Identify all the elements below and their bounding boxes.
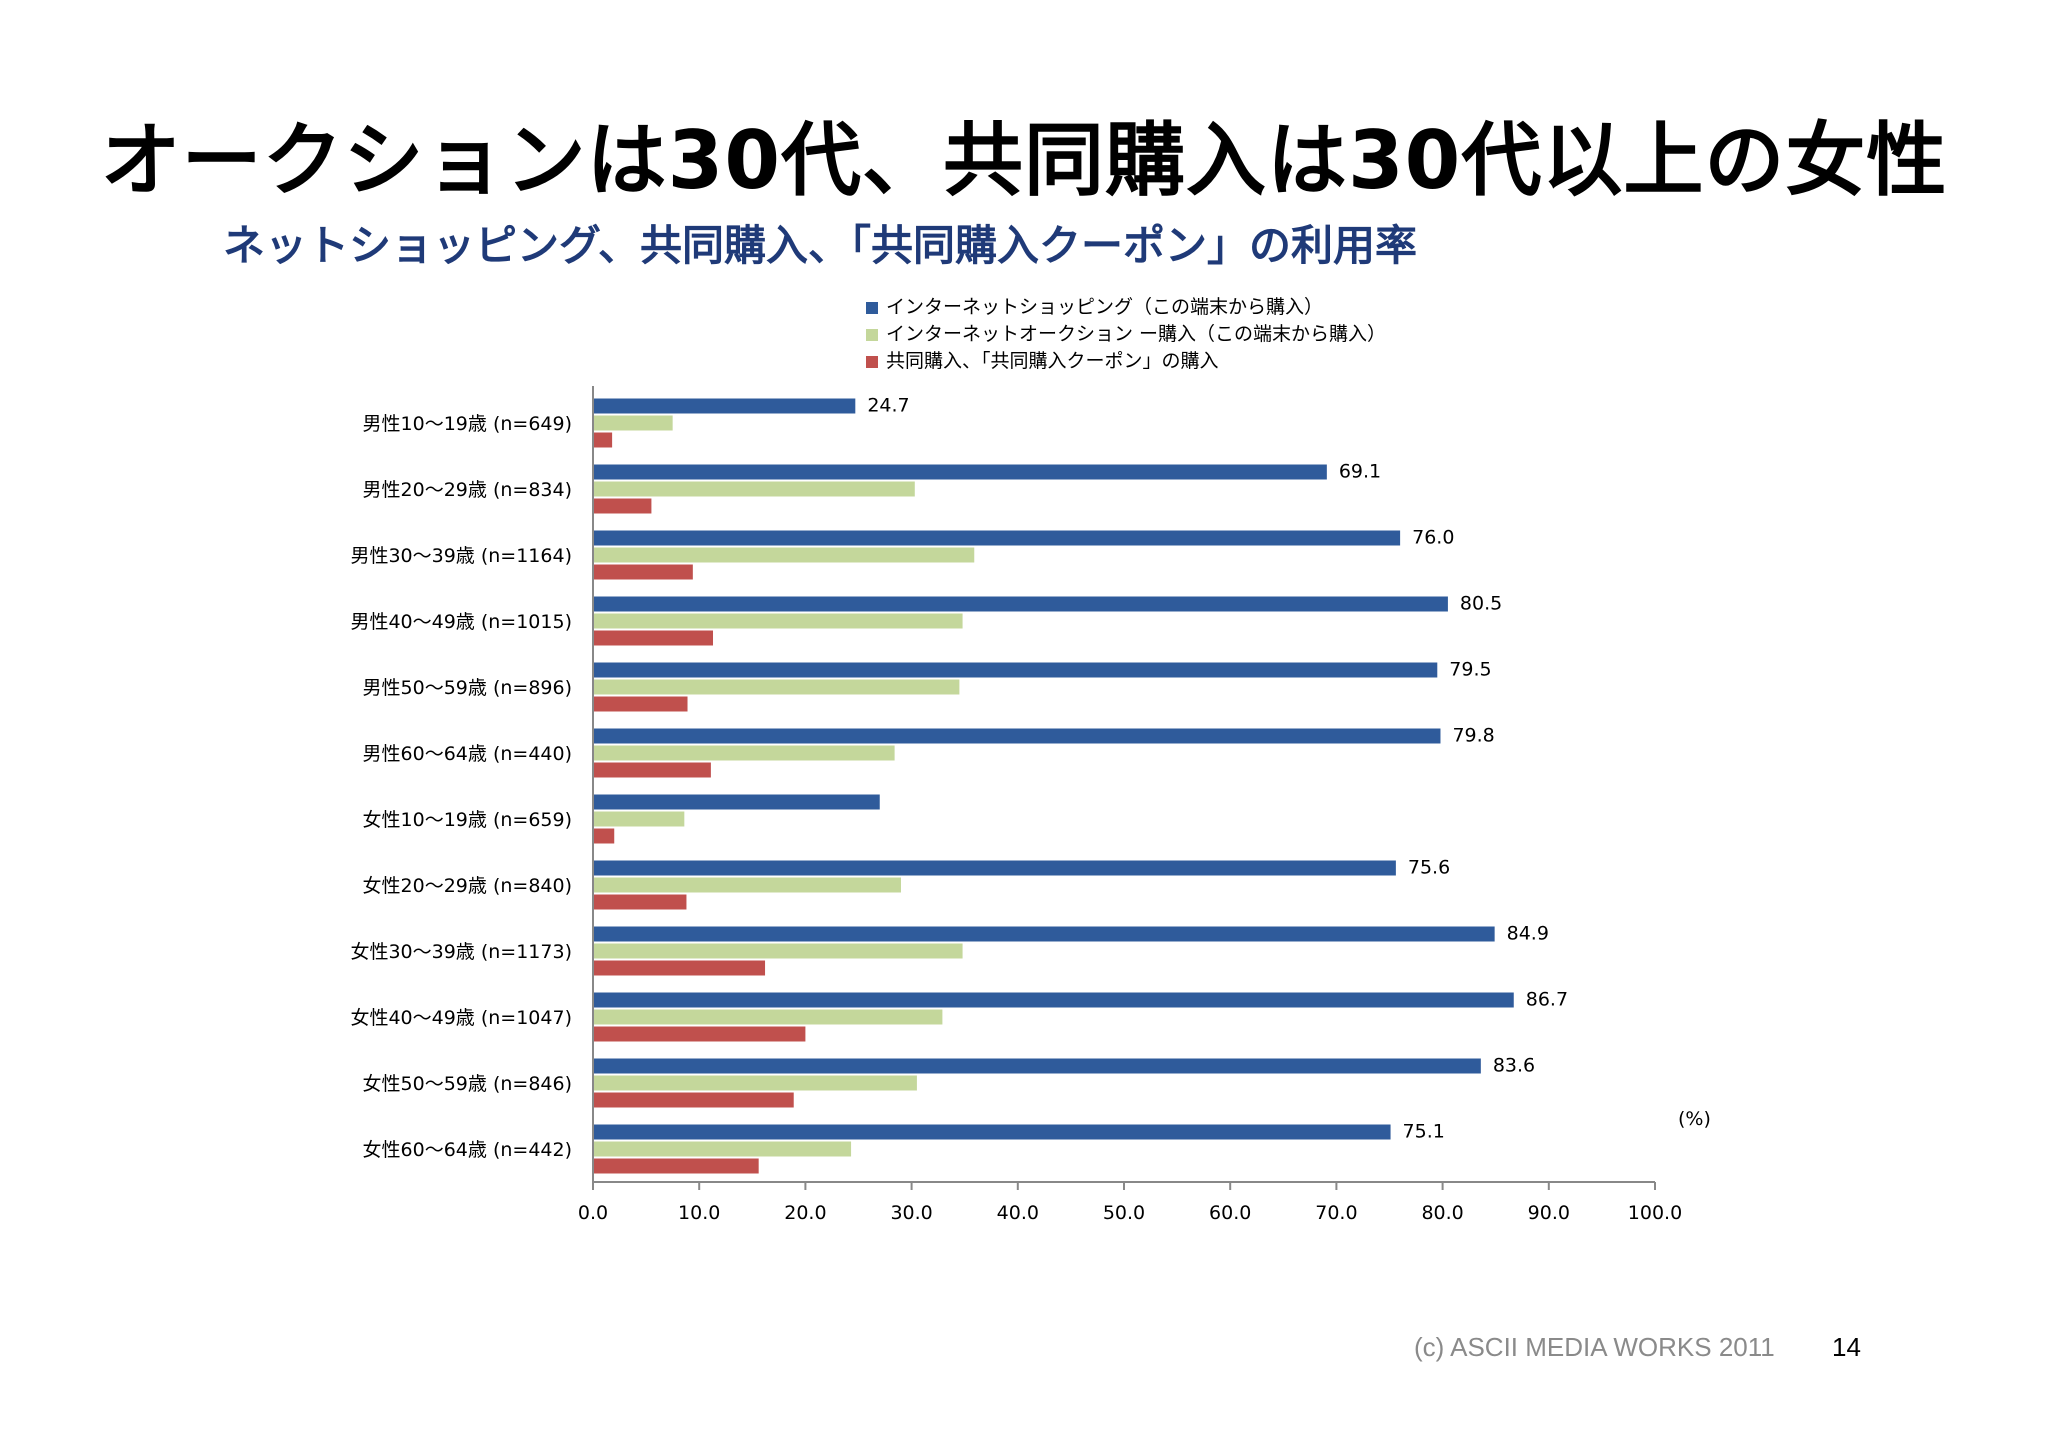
x-tick-label: 80.0 (1421, 1202, 1463, 1224)
bar-series2 (593, 1026, 806, 1042)
bar-series0 (593, 860, 1396, 876)
x-tick-label: 100.0 (1628, 1202, 1682, 1224)
legend-label-shopping: インターネットショッピング（この端末から購入） (886, 296, 1324, 318)
category-label: 男性50〜59歳 (n=896) (363, 677, 572, 699)
category-label: 男性60〜64歳 (n=440) (363, 743, 572, 765)
footer-copyright: (c) ASCII MEDIA WORKS 2011 (1414, 1332, 1775, 1362)
data-label: 83.6 (1493, 1055, 1535, 1077)
bar-series0 (593, 1058, 1481, 1074)
category-label: 女性60〜64歳 (n=442) (363, 1139, 572, 1161)
data-label: 75.6 (1408, 857, 1450, 879)
bar-series2 (593, 630, 714, 646)
bar-series1 (593, 745, 895, 761)
bar-series1 (593, 1141, 852, 1157)
legend-item-auction: インターネットオークション ー購入（この端末から購入） (866, 321, 1386, 348)
data-label: 76.0 (1412, 527, 1454, 549)
footer-page-number: 14 (1832, 1332, 1861, 1362)
category-label: 女性10〜19歳 (n=659) (363, 809, 572, 831)
bar-series1 (593, 1009, 943, 1025)
bar-series1 (593, 613, 963, 629)
legend-swatch-group-buying (866, 356, 878, 368)
bar-series0 (593, 992, 1514, 1008)
bar-series1 (593, 415, 673, 431)
bar-series0 (593, 464, 1327, 480)
bar-series2 (593, 432, 613, 448)
data-label: 79.8 (1452, 725, 1494, 747)
bar-series2 (593, 1158, 759, 1174)
x-tick-label: 90.0 (1528, 1202, 1570, 1224)
bar-series1 (593, 481, 915, 497)
bar-series1 (593, 547, 975, 563)
legend-swatch-auction (866, 329, 878, 341)
data-label: 69.1 (1339, 461, 1381, 483)
bar-series2 (593, 696, 688, 712)
bar-series1 (593, 1075, 917, 1091)
category-label: 男性40〜49歳 (n=1015) (350, 611, 572, 633)
legend-label-auction: インターネットオークション ー購入（この端末から購入） (886, 323, 1387, 345)
bar-series2 (593, 894, 687, 910)
bar-series2 (593, 828, 615, 844)
category-label: 女性30〜39歳 (n=1173) (350, 941, 572, 963)
bar-series0 (593, 1124, 1391, 1140)
x-tick-label: 0.0 (578, 1202, 608, 1224)
bar-series2 (593, 498, 652, 514)
bar-series2 (593, 564, 693, 580)
x-tick-label: 60.0 (1209, 1202, 1251, 1224)
legend-swatch-shopping (866, 302, 878, 314)
x-tick-label: 30.0 (890, 1202, 932, 1224)
x-tick-label: 20.0 (784, 1202, 826, 1224)
data-label: 84.9 (1507, 923, 1549, 945)
x-tick-label: 50.0 (1103, 1202, 1145, 1224)
category-label: 女性50〜59歳 (n=846) (363, 1073, 572, 1095)
bar-series0 (593, 728, 1441, 744)
slide-title: オークションは30代、共同購入は30代以上の女性 (100, 114, 1948, 207)
bar-series0 (593, 662, 1438, 678)
category-label: 女性40〜49歳 (n=1047) (350, 1007, 572, 1029)
bar-series2 (593, 960, 766, 976)
data-label: 80.5 (1460, 593, 1502, 615)
chart-legend: インターネットショッピング（この端末から購入） インターネットオークション ー購… (866, 294, 1386, 375)
chart-subtitle: ネットショッピング、共同購入、「共同購入クーポン」の利用率 (222, 221, 1418, 270)
category-label: 男性10〜19歳 (n=649) (363, 413, 572, 435)
data-label: 79.5 (1449, 659, 1491, 681)
category-label: 女性20〜29歳 (n=840) (363, 875, 572, 897)
bar-series0 (593, 398, 856, 414)
bar-series0 (593, 596, 1448, 612)
legend-item-group-buying: 共同購入、「共同購入クーポン」の購入 (866, 348, 1386, 375)
x-tick-label: 70.0 (1315, 1202, 1357, 1224)
bar-series0 (593, 530, 1401, 546)
legend-label-group-buying: 共同購入、「共同購入クーポン」の購入 (886, 350, 1219, 372)
bar-series2 (593, 762, 711, 778)
bar-series1 (593, 811, 685, 827)
bar-series1 (593, 877, 901, 893)
category-label: 男性30〜39歳 (n=1164) (350, 545, 572, 567)
bar-series2 (593, 1092, 794, 1108)
data-label: 24.7 (867, 395, 909, 417)
bar-series0 (593, 794, 880, 810)
category-label: 男性20〜29歳 (n=834) (363, 479, 572, 501)
legend-item-shopping: インターネットショッピング（この端末から購入） (866, 294, 1386, 321)
bar-series1 (593, 943, 963, 959)
bar-series0 (593, 926, 1495, 942)
x-tick-label: 10.0 (678, 1202, 720, 1224)
x-tick-label: 40.0 (997, 1202, 1039, 1224)
data-label: 75.1 (1403, 1121, 1445, 1143)
bar-series1 (593, 679, 960, 695)
unit-label: (%) (1678, 1108, 1711, 1130)
data-label: 86.7 (1526, 989, 1568, 1011)
